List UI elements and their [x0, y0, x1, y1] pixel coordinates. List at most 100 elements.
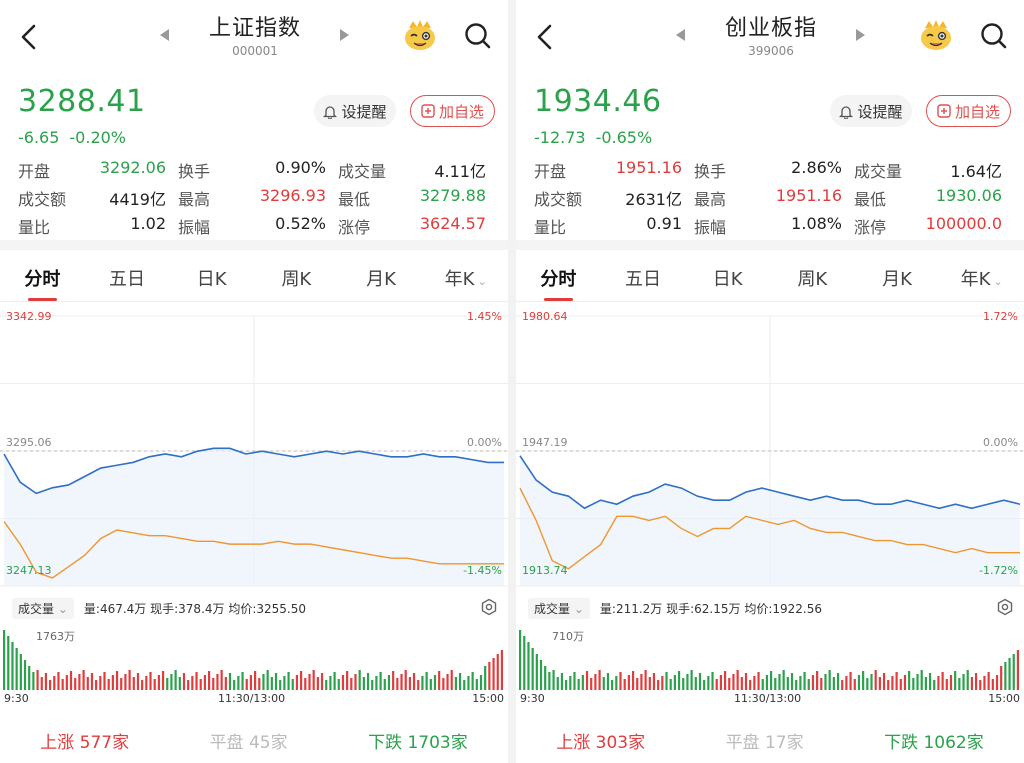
volume-indicator-select[interactable]: 成交量 ⌄ [528, 597, 590, 619]
volume-bar [908, 671, 911, 690]
advancers[interactable]: 上涨 577家 [40, 728, 129, 753]
volume-bar [362, 677, 365, 690]
stat-value: 100000.0 [925, 214, 1002, 233]
volume-bar [531, 648, 534, 690]
tab-yearly-k[interactable]: 年K ⌄ [423, 258, 508, 301]
price-change: -12.73 -0.65% [534, 128, 652, 147]
tab-weekly-k[interactable]: 周K [797, 269, 828, 290]
volume-bar [640, 674, 643, 690]
volume-bar [895, 672, 898, 690]
tab-yearly-k[interactable]: 年K ⌄ [939, 258, 1024, 301]
volume-bar [811, 675, 815, 690]
tab-daily-k[interactable]: 日K [712, 269, 743, 290]
stats-row: 成交额 4419亿 最高 3296.93 最低 3279.88 [18, 184, 498, 212]
add-watchlist-button[interactable]: 加自选 [926, 95, 1011, 127]
volume-bar [753, 676, 756, 690]
gear-icon[interactable] [996, 598, 1014, 616]
stat-value: 0.52% [275, 214, 326, 233]
volume-chart[interactable]: 710万 [516, 622, 1024, 712]
volume-bar [228, 673, 232, 690]
axis-mid-label: 3295.06 [6, 436, 52, 449]
time-open: 9:30 [520, 692, 545, 705]
decliners[interactable]: 下跌 1703家 [368, 728, 468, 753]
volume-bar [145, 676, 148, 690]
intraday-chart[interactable]: 3342.99 1.45% 3295.06 0.00% 3247.13 -1.4… [0, 306, 508, 596]
tab-intraday[interactable]: 分时 [0, 258, 85, 301]
volume-bar [970, 677, 973, 690]
volume-bar [500, 650, 504, 690]
current-price: 1934.46 [534, 84, 662, 119]
volume-bar [673, 675, 676, 690]
intraday-chart-svg [516, 315, 1024, 587]
volume-bar [212, 678, 215, 690]
tab-five-day[interactable]: 五日 [109, 269, 145, 290]
prev-index-button[interactable] [160, 29, 169, 41]
change-value: -6.65 [18, 128, 60, 147]
intraday-chart[interactable]: 1980.64 1.72% 1947.19 0.00% 1913.74 -1.7… [516, 306, 1024, 596]
volume-bar [178, 677, 181, 690]
volume-bar [49, 680, 52, 690]
volume-bar [182, 673, 186, 690]
stat-volume-ratio: 量比 0.91 [534, 214, 694, 238]
next-index-button[interactable] [340, 29, 349, 41]
stat-label: 涨停 [338, 218, 371, 237]
tab-monthly-k[interactable]: 月K [366, 269, 396, 290]
volume-bar [153, 679, 156, 690]
volume-bar [207, 671, 211, 690]
index-code: 399006 [748, 44, 794, 58]
gear-icon[interactable] [480, 598, 498, 616]
tab-weekly-k[interactable]: 周K [281, 269, 312, 290]
next-index-button[interactable] [856, 29, 865, 41]
stat-volume-ratio: 量比 1.02 [18, 214, 178, 238]
volume-bar [539, 660, 543, 690]
search-icon[interactable] [980, 22, 1008, 50]
volume-bar [995, 675, 999, 690]
volume-chart[interactable]: 1763万 [0, 622, 508, 712]
volume-bar [606, 673, 610, 690]
volume-bar [652, 673, 656, 690]
stat-value: 1.02 [130, 214, 166, 233]
search-icon[interactable] [464, 22, 492, 50]
decliners[interactable]: 下跌 1062家 [884, 728, 984, 753]
tab-daily-k[interactable]: 日K [196, 269, 227, 290]
tab-monthly-k[interactable]: 月K [882, 269, 912, 290]
back-button[interactable] [14, 20, 44, 54]
volume-bar [266, 670, 269, 690]
volume-bar [828, 670, 831, 690]
set-alert-button[interactable]: 设提醒 [314, 95, 396, 127]
volume-bar [928, 673, 932, 690]
panel-chinext-index: 创业板指 399006 1934.46 -12.73 -0.65% 设提醒 加自选… [516, 0, 1024, 763]
tab-intraday[interactable]: 分时 [516, 258, 601, 301]
mascot-face-icon[interactable] [919, 18, 953, 52]
volume-bar [375, 676, 378, 690]
unchanged[interactable]: 平盘 45家 [210, 728, 288, 753]
stat-label: 涨停 [854, 218, 887, 237]
volume-indicator-select[interactable]: 成交量 ⌄ [12, 597, 74, 619]
axis-mid-pct: 0.00% [983, 436, 1018, 449]
axis-top-pct: 1.45% [467, 310, 502, 323]
volume-bar [371, 680, 374, 690]
volume-bar [862, 671, 865, 690]
volume-bar [749, 680, 752, 690]
volume-bar [245, 679, 248, 690]
volume-bar [479, 675, 483, 690]
add-watchlist-button[interactable]: 加自选 [410, 95, 495, 127]
advancers[interactable]: 上涨 303家 [556, 728, 645, 753]
volume-bar [736, 670, 739, 690]
prev-index-button[interactable] [676, 29, 685, 41]
stat-label: 成交额 [534, 190, 583, 209]
mascot-face-icon[interactable] [403, 18, 437, 52]
unchanged[interactable]: 平盘 17家 [726, 728, 804, 753]
decliners-count: 1062家 [923, 732, 984, 753]
change-value: -12.73 [534, 128, 586, 147]
volume-bar [103, 672, 106, 690]
volume-bar [874, 670, 877, 690]
back-button[interactable] [530, 20, 560, 54]
volume-bar [757, 672, 760, 690]
tab-five-day[interactable]: 五日 [625, 269, 661, 290]
set-alert-button[interactable]: 设提醒 [830, 95, 912, 127]
volume-bar [623, 679, 626, 690]
stat-value: 4.11亿 [434, 162, 486, 181]
volume-bar [799, 676, 802, 690]
decliners-label: 下跌 [368, 732, 403, 753]
